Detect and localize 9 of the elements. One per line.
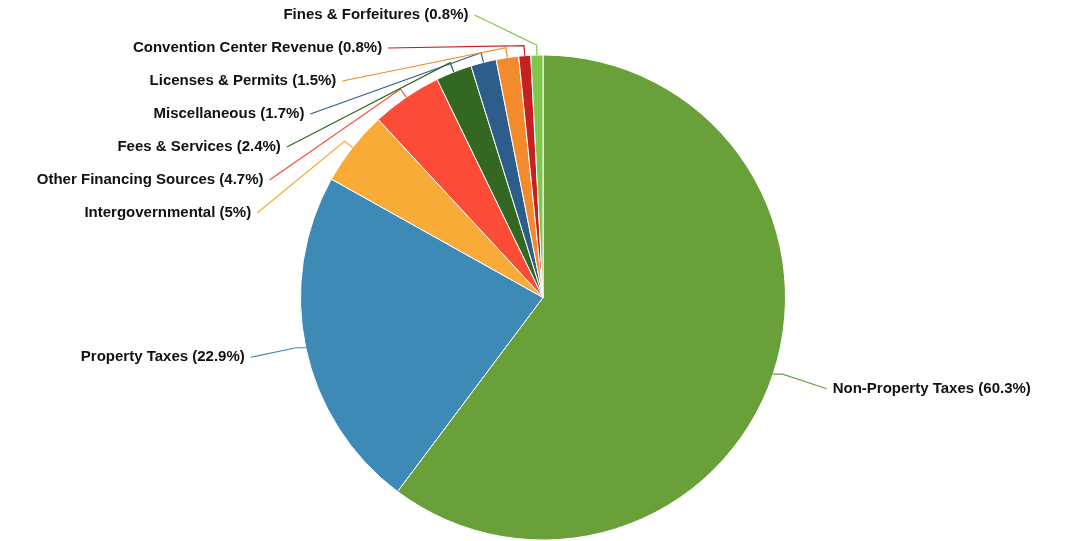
slice-label: Miscellaneous (1.7%) xyxy=(153,104,305,122)
slice-label: Other Financing Sources (4.7%) xyxy=(36,170,264,188)
slice-label: Non-Property Taxes (60.3%) xyxy=(832,378,1031,396)
slice-label: Intergovernmental (5%) xyxy=(84,203,252,221)
slice-label: Fees & Services (2.4%) xyxy=(117,137,281,155)
slice-label: Convention Center Revenue (0.8%) xyxy=(132,38,383,56)
slice-label: Property Taxes (22.9%) xyxy=(80,347,245,365)
slice-label: Licenses & Permits (1.5%) xyxy=(149,71,337,89)
slice-label: Fines & Forfeitures (0.8%) xyxy=(283,5,469,23)
